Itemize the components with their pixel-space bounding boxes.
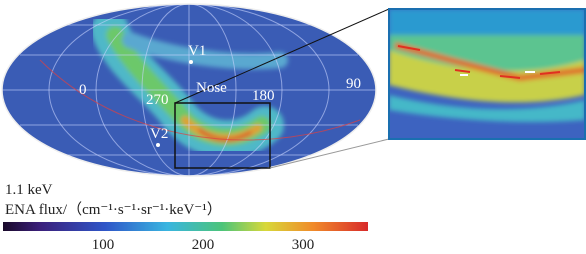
map-label: 270 (146, 92, 169, 108)
map-label: 180 (252, 88, 275, 104)
map-label: V2 (150, 126, 168, 142)
map-label: 90 (346, 76, 361, 92)
sky-map: V1 Nose 0 270 180 90 V2 (0, 0, 389, 180)
colorbar-tick-label: 300 (292, 237, 315, 253)
map-label: V1 (188, 43, 206, 59)
inset (389, 9, 585, 139)
map-label: 0 (79, 82, 87, 98)
energy-label: 1.1 keV (5, 182, 53, 198)
colorbar-tick-label: 100 (92, 237, 115, 253)
colorbar (3, 222, 368, 231)
colorbar-ticks: 100 200 300 (92, 237, 315, 253)
colorbar-title: ENA flux/（cm⁻¹·s⁻¹·sr⁻¹·keV⁻¹） (5, 201, 222, 218)
colorbar-tick-label: 200 (192, 237, 215, 253)
figure: V1 Nose 0 270 180 90 V2 1.1 keV ENA flux… (0, 0, 586, 254)
map-label: Nose (196, 80, 227, 96)
